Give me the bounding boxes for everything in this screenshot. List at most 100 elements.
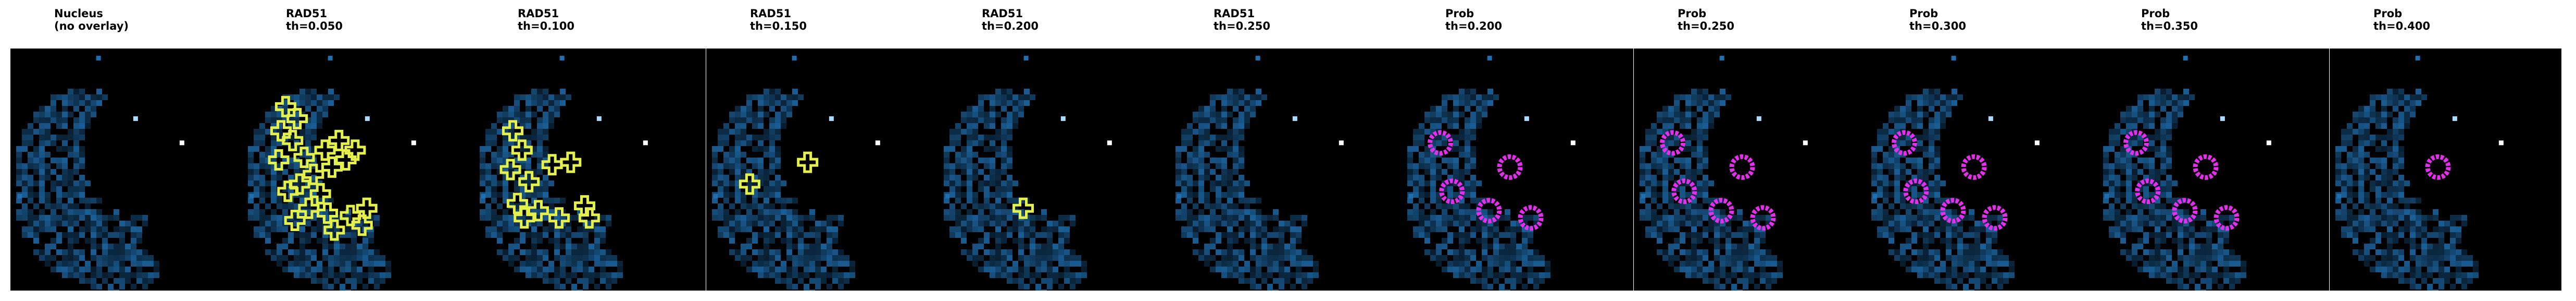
prob-spot (2123, 130, 2149, 156)
caption-line-1: Nucleus (54, 7, 103, 20)
prob-spot (1518, 205, 1544, 231)
panel-3: RAD51 th=0.100 (474, 0, 706, 301)
panel-caption: Prob th=0.300 (1909, 7, 1966, 32)
panel-6: RAD51 th=0.250 (1170, 0, 1402, 301)
rad51-spot (321, 156, 343, 178)
caption-line-2: th=0.050 (286, 20, 343, 32)
panel-caption: Prob th=0.350 (2141, 7, 2198, 32)
image-canvas (2103, 55, 2271, 291)
caption-line-2: th=0.200 (982, 20, 1039, 32)
image-canvas (1176, 55, 1344, 291)
rad51-spot (511, 139, 533, 161)
rad51-spot (502, 120, 523, 142)
overlay-spots (739, 151, 819, 195)
panel-9: Prob th=0.300 (1866, 0, 2097, 301)
rad51-spot (293, 147, 315, 168)
image-canvas (480, 55, 648, 291)
caption-line-2: th=0.250 (1678, 20, 1735, 32)
image-canvas (712, 55, 880, 291)
panel-caption: RAD51 th=0.100 (518, 7, 574, 32)
caption-line-2: th=0.200 (1445, 20, 1503, 32)
overlay-spots (2425, 154, 2451, 180)
image-canvas (2335, 55, 2504, 291)
overlay-spots (1428, 130, 1544, 231)
caption-line-1: RAD51 (1214, 7, 1255, 20)
nucleus-signal (944, 55, 1112, 291)
rad51-spot (573, 195, 595, 217)
prob-spot (1439, 178, 1465, 204)
prob-spot (2193, 154, 2219, 180)
rad51-spot (518, 171, 540, 192)
rad51-spot (314, 139, 336, 161)
panel-caption: RAD51 th=0.250 (1214, 7, 1270, 32)
caption-line-1: RAD51 (982, 7, 1023, 20)
rad51-spot (268, 149, 290, 171)
rad51-spot (286, 108, 308, 130)
panel-caption: RAD51 th=0.150 (750, 7, 807, 32)
microscopy-image (938, 49, 1170, 291)
nucleus-signal (2335, 55, 2504, 291)
rad51-spot (797, 151, 819, 173)
panel-8: Prob th=0.250 (1634, 0, 1866, 301)
microscopy-image (1634, 49, 1866, 291)
microscopy-image (2330, 49, 2561, 291)
prob-spot (1903, 178, 1929, 204)
image-canvas (1640, 55, 1808, 291)
caption-line-1: RAD51 (518, 7, 559, 20)
panel-5: RAD51 th=0.200 (938, 0, 1170, 301)
nucleus-signal (248, 55, 416, 291)
microscopy-image (706, 49, 938, 291)
image-canvas (248, 55, 416, 291)
panel-11: Prob th=0.400 (2330, 0, 2561, 301)
nucleus-signal (1176, 55, 1344, 291)
rad51-spot (514, 207, 535, 229)
image-canvas (1871, 55, 2040, 291)
nucleus-signal (1871, 55, 2040, 291)
caption-line-2: th=0.100 (518, 20, 575, 32)
microscopy-image (1866, 49, 2097, 291)
panel-4: RAD51 th=0.150 (706, 0, 938, 301)
prob-spot (2214, 205, 2240, 231)
prob-spot (1892, 130, 1917, 156)
rad51-spot (335, 149, 357, 171)
caption-line-2: (no overlay) (54, 20, 129, 32)
prob-spot (1729, 154, 1755, 180)
prob-spot (1961, 154, 1987, 180)
prob-spot (1476, 198, 1502, 224)
rad51-spot (298, 197, 320, 219)
caption-line-2: th=0.350 (2141, 20, 2198, 32)
prob-spot (1940, 198, 1966, 224)
microscopy-image (10, 49, 242, 291)
caption-line-2: th=0.300 (1909, 20, 1967, 32)
rad51-spot (277, 180, 299, 202)
nucleus-signal (712, 55, 880, 291)
image-canvas (1407, 55, 1575, 291)
prob-spot (1982, 205, 2008, 231)
panel-caption: RAD51 th=0.050 (286, 7, 343, 32)
microscopy-image (1170, 49, 1402, 291)
panel-caption: Nucleus (no overlay) (54, 7, 129, 32)
caption-line-1: Prob (2373, 7, 2403, 20)
overlay-spots (1892, 130, 2008, 231)
microscopy-image (2097, 49, 2329, 291)
image-canvas (944, 55, 1112, 291)
prob-spot (1428, 130, 1453, 156)
rad51-spot (527, 200, 549, 222)
overlay-spots (499, 120, 600, 229)
caption-line-1: Prob (1678, 7, 1707, 20)
rad51-spot (328, 129, 350, 151)
rad51-spot (323, 219, 345, 241)
caption-line-1: RAD51 (750, 7, 792, 20)
prob-spot (1660, 130, 1685, 156)
panel-caption: Prob th=0.200 (1445, 7, 1502, 32)
overlay-spots (268, 95, 378, 241)
microscopy-image (242, 49, 474, 291)
rad51-spot (282, 129, 304, 151)
rad51-spot (351, 214, 373, 236)
rad51-spot (1012, 197, 1034, 219)
caption-line-1: RAD51 (286, 7, 328, 20)
panel-10: Prob th=0.350 (2097, 0, 2329, 301)
caption-line-2: th=0.150 (750, 20, 807, 32)
image-canvas (16, 55, 184, 291)
panel-1: Nucleus (no overlay) (10, 0, 242, 301)
